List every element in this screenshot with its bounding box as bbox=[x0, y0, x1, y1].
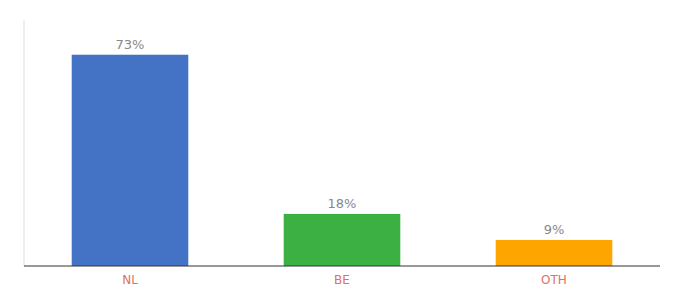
x-axis-line bbox=[24, 265, 660, 266]
bar bbox=[284, 214, 401, 266]
x-tick-label: OTH bbox=[541, 273, 567, 287]
y-axis-line bbox=[24, 20, 25, 266]
data-label: 9% bbox=[544, 222, 565, 237]
bars bbox=[72, 55, 613, 266]
data-label: 73% bbox=[116, 37, 145, 52]
chart-container: NL BE OTH 73% 18% 9% bbox=[0, 0, 680, 300]
data-label: 18% bbox=[328, 196, 357, 211]
bar bbox=[496, 240, 613, 266]
chart-svg: NL BE OTH 73% 18% 9% bbox=[0, 0, 680, 300]
bar bbox=[72, 55, 189, 266]
x-tick-label: BE bbox=[334, 273, 350, 287]
x-tick-label: NL bbox=[122, 273, 138, 287]
